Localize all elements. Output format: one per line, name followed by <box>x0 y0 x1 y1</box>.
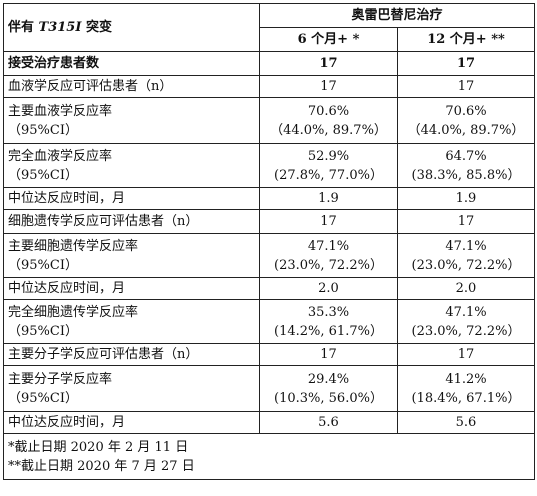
table-row: 完全血液学反应率 （95%CI） 52.9% (27.8%, 77.0%） 64… <box>3 143 536 188</box>
value-ci: (38.3%, 85.8%） <box>411 167 521 183</box>
table-row: 主要血液学反应率 （95%CI） 70.6% （44.0%, 89.7%） 70… <box>3 97 536 144</box>
footnote-row: *截止日期 2020 年 2 月 11 日 **截止日期 2020 年 7 月 … <box>2 433 536 480</box>
value-rate: 35.3% <box>307 304 350 320</box>
row-label-ci: （95%CI） <box>8 257 78 273</box>
footnote-1: *截止日期 2020 年 2 月 11 日 <box>8 439 189 455</box>
value-6m: 47.1% (23.0%, 72.2%） <box>259 233 398 278</box>
value-6m: 35.3% (14.2%, 61.7%） <box>259 299 398 344</box>
value-6m: 1.9 <box>259 187 398 210</box>
value-ci: (10.3%, 56.0%） <box>274 390 383 406</box>
value-ci: (23.0%, 72.2%） <box>411 257 521 273</box>
header-suffix: 突变 <box>85 20 112 35</box>
value-ci: （44.0%, 89.7%） <box>270 122 387 138</box>
value-rate: 41.2% <box>445 371 487 387</box>
row-label-main: 完全血液学反应率 <box>8 148 113 164</box>
row-label: 主要分子学反应率 （95%CI） <box>3 365 260 412</box>
row-label: 细胞遗传学反应可评估患者（n） <box>3 209 260 234</box>
value-12m: 70.6% （44.0%, 89.7%） <box>396 97 536 144</box>
value-ci: (14.2%, 61.7%） <box>274 323 383 339</box>
header-prefix: 伴有 <box>8 20 35 35</box>
row-label: 完全细胞遗传学反应率 （95%CI） <box>3 299 260 344</box>
row-label: 中位达反应时间，月 <box>3 411 260 434</box>
row-label: 主要细胞遗传学反应率 （95%CI） <box>3 233 260 278</box>
table-row: 血液学反应可评估患者（n） 17 17 <box>3 75 536 98</box>
row-label: 接受治疗患者数 <box>3 51 260 76</box>
value-6m: 52.9% (27.8%, 77.0%） <box>259 143 398 188</box>
table-row: 接受治疗患者数 17 17 <box>3 51 536 76</box>
table-row: 细胞遗传学反应可评估患者（n） 17 17 <box>3 209 536 234</box>
value-6m: 17 <box>259 75 398 98</box>
table-row: 主要分子学反应可评估患者（n） 17 17 <box>3 343 536 366</box>
value-6m: 17 <box>259 209 398 234</box>
table-row: 中位达反应时间，月 1.9 1.9 <box>3 187 536 210</box>
value-6m: 17 <box>259 343 398 366</box>
row-label-ci: （95%CI） <box>8 323 78 339</box>
table-row: 完全细胞遗传学反应率 （95%CI） 35.3% (14.2%, 61.7%） … <box>3 299 536 344</box>
row-label: 完全血液学反应率 （95%CI） <box>3 143 260 188</box>
header-mutation: T315I <box>38 20 82 35</box>
row-label-main: 主要分子学反应率 <box>8 371 113 387</box>
footnotes: *截止日期 2020 年 2 月 11 日 **截止日期 2020 年 7 月 … <box>2 433 536 480</box>
table-row: 中位达反应时间，月 2.0 2.0 <box>3 277 536 300</box>
row-label-ci: （95%CI） <box>8 122 78 138</box>
subheader-row: 6 个月+ * 12 个月+ ** <box>4 27 536 52</box>
header-6m: 6 个月+ * <box>259 27 398 52</box>
value-12m: 64.7% (38.3%, 85.8%） <box>396 143 536 188</box>
value-6m: 70.6% （44.0%, 89.7%） <box>259 97 398 144</box>
value-6m: 29.4% (10.3%, 56.0%） <box>259 365 398 412</box>
value-rate: 64.7% <box>445 148 487 164</box>
value-12m: 47.1% (23.0%, 72.2%） <box>396 299 536 344</box>
table-row: 主要细胞遗传学反应率 （95%CI） 47.1% (23.0%, 72.2%） … <box>3 233 536 278</box>
row-label: 中位达反应时间，月 <box>3 277 260 300</box>
row-label: 主要血液学反应率 （95%CI） <box>3 97 260 144</box>
value-6m: 2.0 <box>259 277 398 300</box>
value-12m: 41.2% (18.4%, 67.1%） <box>396 365 536 412</box>
header-12m: 12 个月+ ** <box>396 27 536 52</box>
value-ci: （44.0%, 89.7%） <box>407 122 525 138</box>
value-12m: 5.6 <box>396 411 536 434</box>
value-rate: 70.6% <box>307 103 350 119</box>
value-rate: 52.9% <box>307 148 350 164</box>
row-label: 中位达反应时间，月 <box>3 187 260 210</box>
header-group: 奥雷巴替尼治疗 <box>258 3 536 28</box>
value-12m: 1.9 <box>396 187 536 210</box>
row-label: 血液学反应可评估患者（n） <box>3 75 260 98</box>
footnote-2: **截止日期 2020 年 7 月 27 日 <box>8 458 195 474</box>
table-row: 主要分子学反应率 （95%CI） 29.4% (10.3%, 56.0%） 41… <box>3 365 536 412</box>
value-12m: 17 <box>396 343 536 366</box>
row-label-main: 主要细胞遗传学反应率 <box>8 238 139 254</box>
value-ci: (23.0%, 72.2%） <box>274 257 383 273</box>
value-rate: 70.6% <box>445 103 487 119</box>
value-rate: 29.4% <box>307 371 350 387</box>
header-row: 伴有 T315I 突变 奥雷巴替尼治疗 <box>3 3 536 52</box>
value-ci: (18.4%, 67.1%） <box>411 390 521 406</box>
value-12m: 17 <box>396 51 536 76</box>
row-label-ci: （95%CI） <box>8 167 78 183</box>
value-rate: 47.1% <box>445 238 487 254</box>
row-label-main: 完全细胞遗传学反应率 <box>8 304 139 320</box>
value-rate: 47.1% <box>307 238 350 254</box>
value-ci: (23.0%, 72.2%） <box>411 323 521 339</box>
row-label: 主要分子学反应可评估患者（n） <box>3 343 260 366</box>
value-12m: 2.0 <box>396 277 536 300</box>
table-row: 中位达反应时间，月 5.6 5.6 <box>3 411 536 434</box>
value-rate: 47.1% <box>445 304 487 320</box>
value-6m: 17 <box>259 51 398 76</box>
efficacy-table: 伴有 T315I 突变 奥雷巴替尼治疗 6 个月+ * 12 个月+ ** 接受… <box>2 3 536 480</box>
value-6m: 5.6 <box>259 411 398 434</box>
value-12m: 17 <box>396 75 536 98</box>
row-label-ci: （95%CI） <box>8 390 78 406</box>
value-ci: (27.8%, 77.0%） <box>274 167 383 183</box>
header-mutation-cell: 伴有 T315I 突变 <box>3 3 260 52</box>
value-12m: 17 <box>396 209 536 234</box>
value-12m: 47.1% (23.0%, 72.2%） <box>396 233 536 278</box>
row-label-main: 主要血液学反应率 <box>8 103 113 119</box>
